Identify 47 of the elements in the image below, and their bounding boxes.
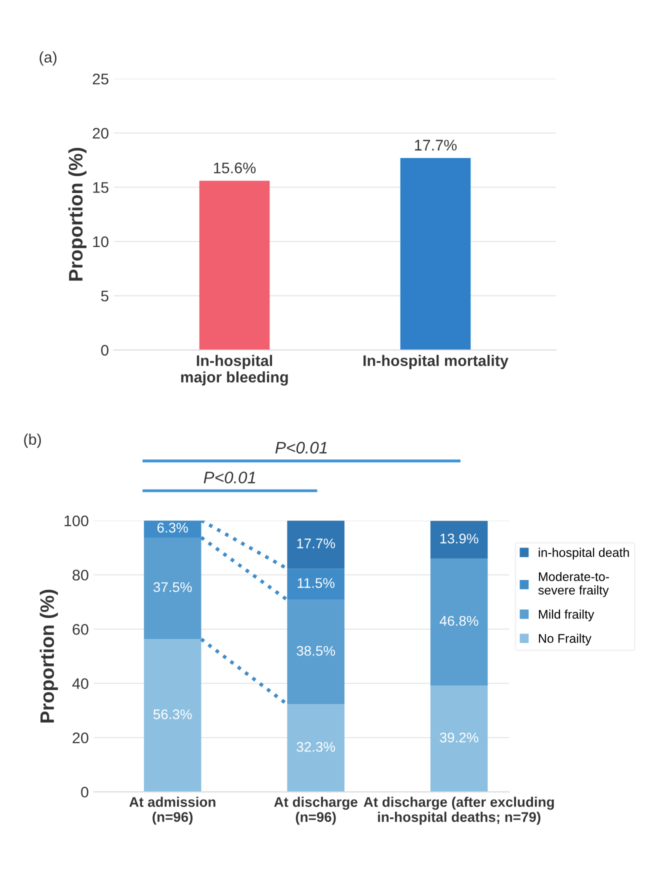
data-label: 17.7% <box>415 140 457 151</box>
legend-label: in-hospital death <box>538 548 629 560</box>
data-label: 6.3% <box>157 522 188 533</box>
data-label: 46.8% <box>440 616 478 626</box>
y-tick-label: 20 <box>72 732 88 744</box>
bar <box>430 520 488 559</box>
y-tick-label: 80 <box>72 570 88 581</box>
data-label: 32.3% <box>296 742 336 752</box>
y-tick-label: 25 <box>92 74 108 84</box>
x-tick-label: At discharge (n=96) <box>274 796 358 825</box>
bar <box>287 600 344 704</box>
data-label: 11.5% <box>298 578 335 588</box>
y-tick-label: 40 <box>72 678 88 690</box>
x-tick-label: In-hospital major bleeding <box>181 354 288 386</box>
y-tick-label: 15 <box>93 182 108 193</box>
legend-label: No Frailty <box>538 634 592 646</box>
legend-label: Moderate-to- severe frailty <box>538 572 609 598</box>
y-tick-label: 0 <box>101 344 108 356</box>
y-tick-label: 10 <box>93 236 108 248</box>
bar <box>287 520 344 569</box>
bar <box>287 704 344 792</box>
bar <box>430 686 488 792</box>
x-tick-label: In-hospital mortality <box>364 354 508 370</box>
text: P<0.01 <box>275 442 327 454</box>
bar <box>144 639 202 792</box>
y-tick-label: 60 <box>72 624 88 635</box>
bar <box>430 558 488 686</box>
data-label: 17.7% <box>297 538 336 548</box>
data-label: 15.6% <box>214 162 256 174</box>
y-axis-title: Proportion (%) <box>40 590 58 722</box>
data-label: 37.5% <box>153 582 192 592</box>
data-label: 38.5% <box>296 646 336 656</box>
text: P<0.01 <box>204 472 256 484</box>
legend-label: Mild frailty <box>538 610 594 622</box>
bar <box>144 537 202 640</box>
x-tick-label: At discharge (after excluding in-hospital deaths; n=79) <box>364 796 554 825</box>
chart-title: (a) <box>40 51 56 66</box>
y-tick-label: 20 <box>92 128 108 139</box>
data-label: 39.2% <box>440 732 478 742</box>
data-label: 13.9% <box>440 534 478 544</box>
y-axis-title: Proportion (%) <box>68 148 86 281</box>
y-tick-label: 100 <box>64 515 88 526</box>
y-tick-label: 0 <box>81 786 88 798</box>
x-tick-label: At admission (n=96) <box>129 796 216 825</box>
chart-title: (b) <box>24 434 41 448</box>
data-label: 56.3% <box>153 709 192 720</box>
y-tick-label: 5 <box>101 290 108 302</box>
